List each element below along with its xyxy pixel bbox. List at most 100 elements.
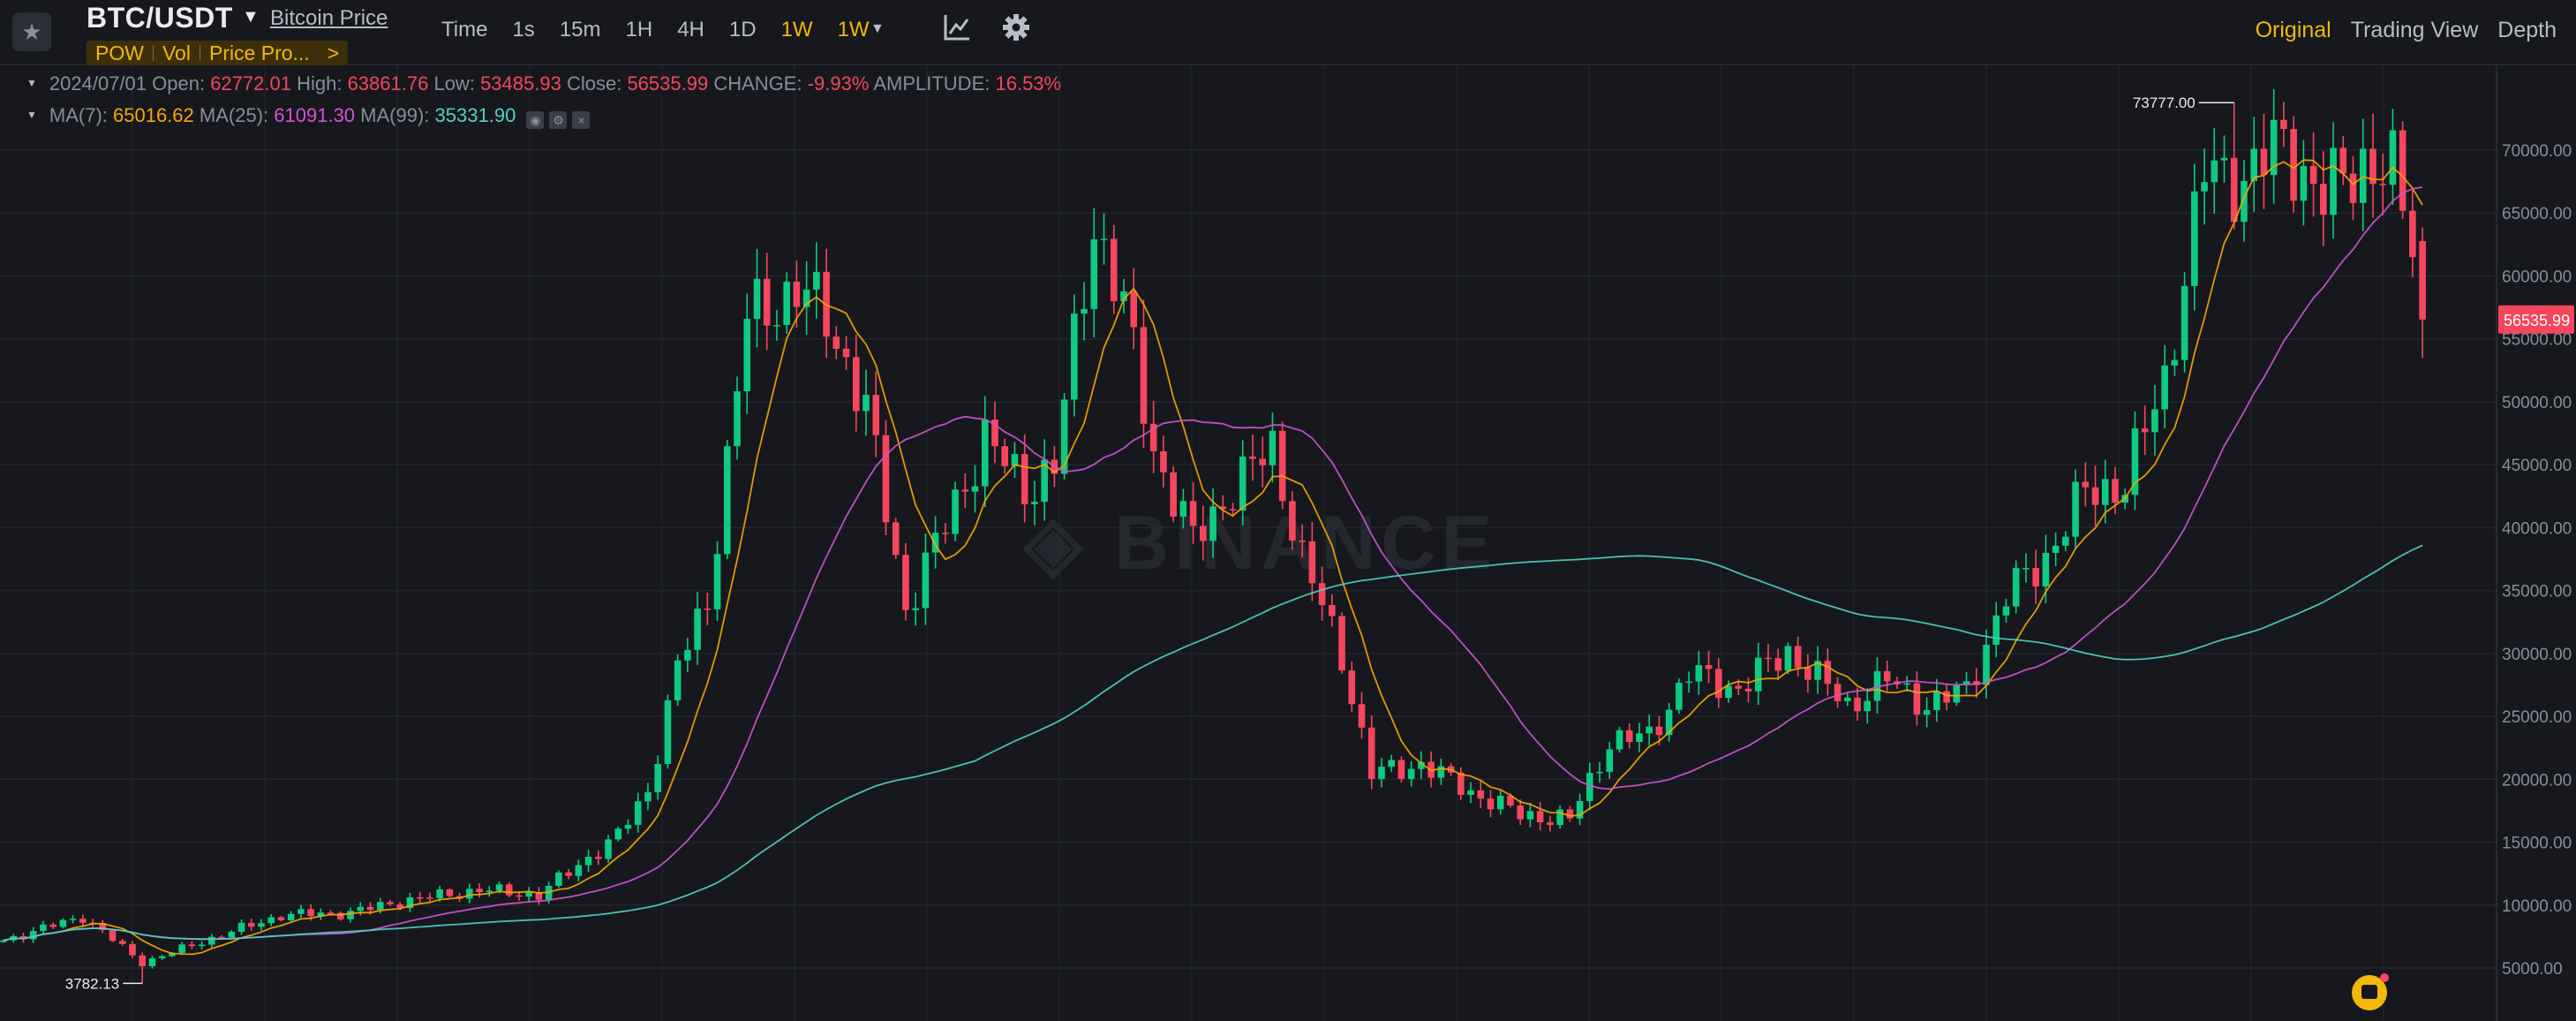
ma7-value: 65016.62	[113, 104, 194, 126]
candle-body	[2151, 409, 2158, 433]
candle-body	[1646, 726, 1653, 734]
candle-body	[1685, 681, 1692, 684]
candle-body	[1883, 670, 1891, 682]
candle-body	[505, 884, 513, 896]
candle-body	[2022, 568, 2030, 570]
candle-body	[1269, 430, 1277, 465]
candle-body	[1239, 456, 1247, 510]
candle-body	[99, 923, 107, 931]
tag-divider	[152, 45, 154, 61]
interval-1w[interactable]: 1W	[780, 18, 813, 42]
tab-trading-view[interactable]: Trading View	[2350, 18, 2479, 42]
candle-body	[277, 917, 285, 920]
candle-body	[793, 281, 801, 307]
pair-symbol[interactable]: BTC/USDT	[87, 2, 233, 34]
tag-pow[interactable]: POW	[95, 41, 144, 64]
interval-1h[interactable]: 1H	[625, 18, 653, 42]
candle-body	[188, 944, 196, 947]
candlestick-chart[interactable]: 5000.00 10000.00 15000.00 20000.00 25000.00 3…	[0, 65, 2576, 1021]
candle-body	[2369, 148, 2376, 185]
indicator-chart-icon[interactable]	[943, 12, 971, 42]
candle-body	[942, 533, 949, 534]
interval-1s[interactable]: 1s	[512, 18, 535, 42]
candle-body	[1487, 798, 1495, 810]
candle-body	[228, 931, 236, 938]
ma7-line	[3, 159, 2423, 956]
candle-body	[1329, 605, 1336, 616]
candle-body	[337, 912, 344, 919]
candle-body	[2349, 173, 2357, 203]
candle-body	[2250, 148, 2258, 181]
settings-icon[interactable]: ⚙	[549, 111, 568, 129]
candle-body	[287, 913, 295, 920]
candle-body	[59, 919, 67, 927]
candle-body	[109, 930, 117, 942]
candle-body	[595, 857, 602, 859]
candle-body	[773, 324, 780, 327]
candle-body	[892, 522, 900, 556]
ma99-line	[3, 544, 2423, 942]
candle-body	[694, 609, 701, 650]
tab-original[interactable]: Original	[2255, 18, 2331, 42]
collapse-caret-icon[interactable]: ▼	[26, 77, 37, 89]
candle-body	[684, 649, 691, 661]
interval-15m[interactable]: 15m	[559, 18, 601, 42]
star-icon[interactable]: ★	[12, 12, 51, 51]
coin-price-link[interactable]: Bitcoin Price	[270, 6, 388, 30]
candle-body	[2101, 479, 2109, 505]
interval-more-dropdown[interactable]: 1W	[837, 18, 870, 42]
close-icon[interactable]: ×	[572, 111, 591, 129]
assistant-bot-icon[interactable]	[2352, 973, 2389, 1010]
interval-4h[interactable]: 4H	[677, 18, 704, 42]
candle-body	[1120, 291, 1127, 302]
tag-bar: POW Vol Price Pro... >	[87, 41, 349, 65]
y-tick-label: 5000.00	[2502, 960, 2563, 979]
candle-body	[1784, 646, 1792, 671]
candle-body	[327, 912, 335, 914]
candle-body	[1090, 238, 1098, 309]
candle-body	[466, 889, 473, 899]
candle-body	[1834, 684, 1842, 701]
candle-body	[1011, 454, 1019, 466]
candle-body	[1367, 727, 1375, 779]
candle-body	[387, 902, 394, 904]
candle-body	[495, 884, 503, 891]
tag-price-pro[interactable]: Price Pro...	[208, 41, 310, 64]
gear-icon[interactable]	[1001, 12, 1031, 42]
candle-body	[1378, 767, 1385, 779]
candle-body	[129, 943, 136, 956]
candle-body	[555, 872, 562, 886]
candle-body	[1636, 733, 1643, 742]
y-tick-label: 50000.00	[2502, 394, 2572, 412]
candle-body	[1873, 670, 1881, 701]
candle-body	[2339, 147, 2347, 174]
ma25-label: MA(25):	[199, 104, 269, 126]
candle-body	[1060, 399, 1068, 474]
candle-body	[2171, 359, 2179, 366]
high-value: 63861.76	[347, 72, 429, 95]
tag-more[interactable]: >	[327, 41, 340, 64]
min-marker-label: 3782.13	[65, 975, 119, 992]
tag-vol[interactable]: Vol	[162, 41, 191, 64]
candle-body	[1407, 768, 1415, 779]
candle-body	[2359, 148, 2367, 203]
interval-1d[interactable]: 1D	[728, 18, 757, 42]
candle-body	[1526, 811, 1534, 820]
high-label: High:	[297, 72, 343, 95]
candle-body	[237, 922, 245, 932]
candle-body	[1219, 506, 1227, 510]
interval-time[interactable]: Time	[441, 18, 488, 42]
candle-body	[1992, 615, 2000, 646]
eye-icon[interactable]: ◉	[526, 111, 545, 129]
candle-body	[922, 552, 930, 609]
candle-body	[1358, 704, 1366, 728]
caret-down-icon[interactable]: ▼	[242, 7, 260, 26]
candle-body	[2141, 428, 2149, 433]
tab-depth[interactable]: Depth	[2497, 18, 2557, 42]
last-price-tag	[2498, 305, 2574, 334]
candle-body	[1576, 800, 1584, 819]
collapse-caret-icon[interactable]: ▼	[26, 109, 37, 121]
candle-body	[2419, 240, 2426, 320]
chevron-down-icon[interactable]: ▼	[870, 21, 885, 36]
candle-body	[347, 911, 354, 919]
